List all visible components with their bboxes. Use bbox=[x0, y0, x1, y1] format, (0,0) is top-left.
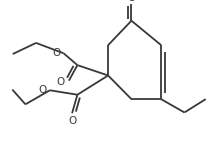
Text: O: O bbox=[39, 85, 47, 95]
Text: O: O bbox=[52, 48, 61, 58]
Text: O: O bbox=[57, 77, 65, 87]
Text: O: O bbox=[127, 0, 135, 3]
Text: O: O bbox=[68, 116, 77, 127]
